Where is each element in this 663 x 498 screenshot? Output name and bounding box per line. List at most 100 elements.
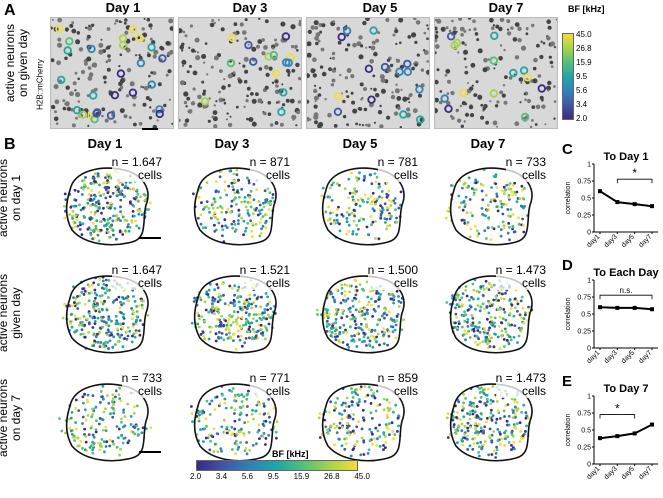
neuron-dot xyxy=(99,228,103,232)
neuron-dot xyxy=(380,190,384,193)
neuron-dot xyxy=(505,338,509,342)
neuron-dot xyxy=(458,298,462,302)
active-neuron-ring xyxy=(116,69,126,78)
nucleus xyxy=(398,18,404,23)
neuron-dot xyxy=(524,411,528,414)
neuron-dot xyxy=(124,229,127,233)
neuron-dot xyxy=(369,388,373,392)
nucleus xyxy=(420,68,425,72)
nucleus xyxy=(87,124,90,127)
nucleus xyxy=(87,25,93,31)
nucleus xyxy=(289,86,293,90)
y-axis-label: correlation xyxy=(565,182,572,215)
neuron-dot xyxy=(340,316,344,320)
neuron-dot xyxy=(89,426,93,430)
neuron-dot xyxy=(388,401,391,404)
x-tick-label: day3 xyxy=(603,233,619,249)
data-point xyxy=(632,431,637,436)
nucleus xyxy=(370,45,376,51)
nucleus xyxy=(336,26,341,31)
panel-letter: E xyxy=(562,373,572,390)
neuron-dot xyxy=(214,332,218,336)
neuron-dot xyxy=(213,408,217,411)
neuron-dot xyxy=(208,413,212,416)
neuron-dot xyxy=(469,410,472,413)
neuron-dot xyxy=(363,176,367,180)
neuron-dot xyxy=(509,187,513,191)
nucleus xyxy=(86,37,90,41)
nucleus xyxy=(460,33,464,37)
nucleus xyxy=(503,48,506,52)
neuron-dot xyxy=(385,217,389,221)
cell-count-value: n = 771 xyxy=(249,371,290,385)
neuron-dot xyxy=(369,215,373,218)
neuron-dot xyxy=(375,444,378,447)
neuron-dot xyxy=(254,334,258,338)
neuron-dot xyxy=(243,305,247,309)
neuron-dot xyxy=(227,429,231,432)
nucleus xyxy=(408,101,411,104)
neuron-dot xyxy=(90,189,93,192)
neuron-dot xyxy=(390,297,393,301)
nucleus xyxy=(346,43,351,47)
neuron-dot xyxy=(93,320,97,323)
neuron-dot xyxy=(511,411,515,414)
neuron-dot xyxy=(115,214,119,218)
neuron-dot xyxy=(506,403,510,406)
neuron-dot xyxy=(469,227,473,231)
neuron-dot xyxy=(513,181,516,185)
active-neuron-ring xyxy=(89,91,98,100)
neuron-dot xyxy=(122,302,125,305)
nucleus xyxy=(221,85,226,90)
neuron-dot xyxy=(78,317,82,320)
neuron-dot xyxy=(325,321,329,325)
neuron-dot xyxy=(219,447,223,450)
neuron-dot xyxy=(384,221,387,224)
neuron-dot xyxy=(503,431,506,435)
neuron-dot xyxy=(225,226,229,229)
neuron-dot xyxy=(463,329,467,333)
neuron-dot xyxy=(502,297,506,301)
neuron-dot xyxy=(227,184,231,188)
neuron-dot xyxy=(63,216,67,220)
nucleus xyxy=(223,101,227,105)
nucleus xyxy=(310,68,316,74)
neuron-dot xyxy=(335,218,339,222)
neuron-dot xyxy=(468,198,472,201)
neuron-dot xyxy=(343,447,347,451)
neuron-dot xyxy=(94,309,98,313)
neuron-dot xyxy=(80,233,84,236)
active-neuron-ring xyxy=(284,58,293,67)
neuron-dot xyxy=(95,419,98,423)
y-tick-label: 0.75 xyxy=(577,179,591,186)
neuron-dot xyxy=(340,444,344,448)
neuron-dot xyxy=(455,316,458,319)
nucleus xyxy=(307,99,310,104)
neuron-dot xyxy=(518,440,522,443)
neuron-dot xyxy=(232,332,236,336)
nucleus xyxy=(553,100,557,103)
neuron-dot xyxy=(397,206,401,210)
neuron-dot xyxy=(506,333,510,337)
neuron-dot xyxy=(358,283,362,286)
neuron-dot xyxy=(230,286,234,290)
neuron-dot xyxy=(230,406,233,410)
data-point xyxy=(598,189,602,194)
neuron-dot xyxy=(216,300,220,304)
neuron-dot xyxy=(91,407,94,411)
neuron-dot xyxy=(237,394,241,398)
neuron-dot xyxy=(213,288,216,292)
neuron-dot xyxy=(242,219,246,223)
significance-label: * xyxy=(632,166,637,180)
nucleus xyxy=(274,89,280,94)
nucleus xyxy=(362,20,367,26)
nucleus xyxy=(179,80,185,86)
neuron-dot xyxy=(121,345,125,349)
neuron-dot xyxy=(131,324,135,328)
neuron-dot xyxy=(488,333,491,337)
neuron-dot xyxy=(508,238,511,242)
neuron-dot xyxy=(521,217,524,221)
nucleus xyxy=(379,74,385,80)
neuron-dot xyxy=(120,433,124,437)
neuron-dot xyxy=(458,418,462,421)
